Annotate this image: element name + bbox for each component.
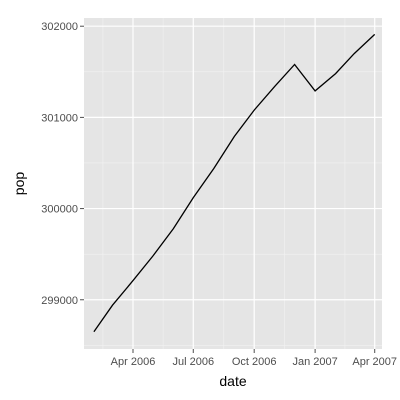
y-axis-title: pop <box>11 172 27 196</box>
major-gridlines <box>84 18 382 349</box>
x-tick-label: Apr 2007 <box>352 356 397 368</box>
x-tick-label: Jan 2007 <box>292 356 337 368</box>
y-tick-label: 300000 <box>41 204 78 216</box>
y-tick-label: 301000 <box>41 112 78 124</box>
x-tick-label: Jul 2006 <box>172 356 214 368</box>
x-tick-label: Oct 2006 <box>232 356 277 368</box>
plot-panel <box>84 18 382 349</box>
minor-gridlines <box>84 18 382 349</box>
y-axis: 299000 300000 301000 302000 <box>41 21 84 307</box>
x-tick-label: Apr 2006 <box>111 356 156 368</box>
x-axis-title: date <box>219 373 246 389</box>
series-line <box>93 33 376 333</box>
y-tick-label: 299000 <box>41 295 78 307</box>
y-tick-label: 302000 <box>41 21 78 33</box>
x-axis: Apr 2006 Jul 2006 Oct 2006 Jan 2007 Apr 2007 <box>111 349 397 368</box>
